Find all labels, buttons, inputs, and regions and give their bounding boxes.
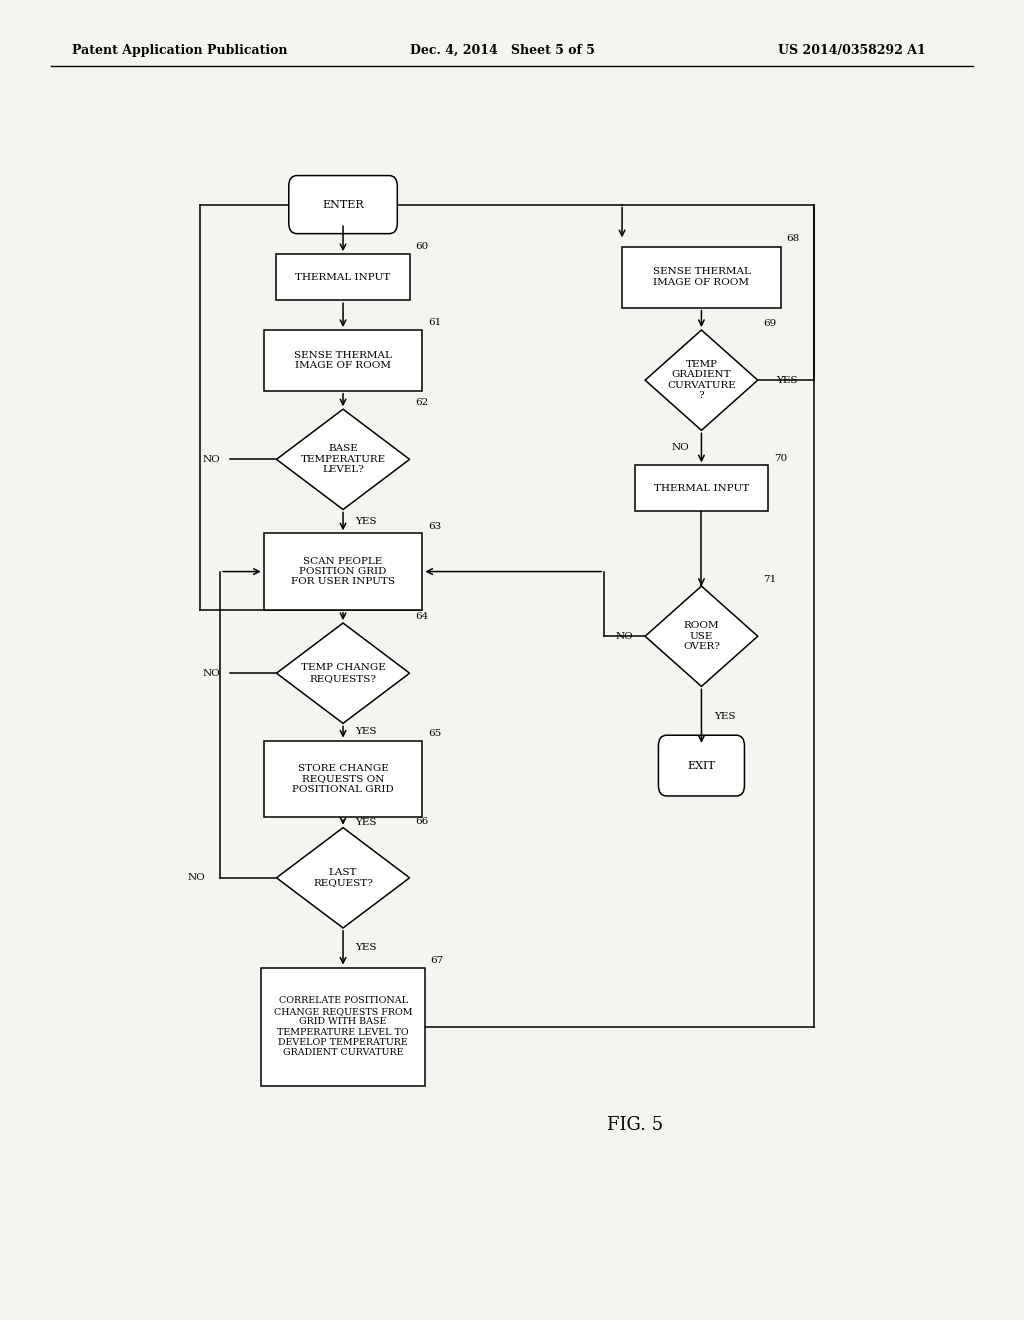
Text: 64: 64 xyxy=(416,612,428,620)
Text: NO: NO xyxy=(615,632,633,640)
Polygon shape xyxy=(645,330,758,430)
Polygon shape xyxy=(645,586,758,686)
Text: 62: 62 xyxy=(416,399,428,407)
Text: BASE
TEMPERATURE
LEVEL?: BASE TEMPERATURE LEVEL? xyxy=(300,445,386,474)
Text: EXIT: EXIT xyxy=(687,760,716,771)
FancyBboxPatch shape xyxy=(289,176,397,234)
FancyBboxPatch shape xyxy=(623,247,781,308)
Text: NO: NO xyxy=(672,444,689,453)
FancyBboxPatch shape xyxy=(264,330,422,391)
Text: 65: 65 xyxy=(428,730,441,738)
Text: STORE CHANGE
REQUESTS ON
POSITIONAL GRID: STORE CHANGE REQUESTS ON POSITIONAL GRID xyxy=(292,764,394,793)
Text: YES: YES xyxy=(776,376,798,384)
Text: SENSE THERMAL
IMAGE OF ROOM: SENSE THERMAL IMAGE OF ROOM xyxy=(294,351,392,370)
Text: 70: 70 xyxy=(774,454,786,463)
Text: 69: 69 xyxy=(764,319,776,327)
Text: 60: 60 xyxy=(416,242,428,251)
Text: SENSE THERMAL
IMAGE OF ROOM: SENSE THERMAL IMAGE OF ROOM xyxy=(652,268,751,286)
FancyBboxPatch shape xyxy=(264,741,422,817)
Text: YES: YES xyxy=(714,711,735,721)
FancyBboxPatch shape xyxy=(276,253,410,300)
Polygon shape xyxy=(276,409,410,510)
Text: TEMP CHANGE
REQUESTS?: TEMP CHANGE REQUESTS? xyxy=(301,664,385,682)
Text: TEMP
GRADIENT
CURVATURE
?: TEMP GRADIENT CURVATURE ? xyxy=(667,360,736,400)
Text: Patent Application Publication: Patent Application Publication xyxy=(72,44,287,57)
FancyBboxPatch shape xyxy=(658,735,744,796)
Text: SCAN PEOPLE
POSITION GRID
FOR USER INPUTS: SCAN PEOPLE POSITION GRID FOR USER INPUT… xyxy=(291,557,395,586)
Text: THERMAL INPUT: THERMAL INPUT xyxy=(295,273,391,281)
Text: ENTER: ENTER xyxy=(323,199,364,210)
Text: US 2014/0358292 A1: US 2014/0358292 A1 xyxy=(778,44,926,57)
Text: YES: YES xyxy=(355,944,377,952)
Text: ROOM
USE
OVER?: ROOM USE OVER? xyxy=(683,622,720,651)
Text: YES: YES xyxy=(355,727,377,737)
Text: 63: 63 xyxy=(428,523,441,531)
FancyBboxPatch shape xyxy=(635,465,768,511)
Text: YES: YES xyxy=(355,517,377,525)
Text: NO: NO xyxy=(203,455,220,463)
Text: Dec. 4, 2014   Sheet 5 of 5: Dec. 4, 2014 Sheet 5 of 5 xyxy=(410,44,595,57)
Text: CORRELATE POSITIONAL
CHANGE REQUESTS FROM
GRID WITH BASE
TEMPERATURE LEVEL TO
DE: CORRELATE POSITIONAL CHANGE REQUESTS FRO… xyxy=(273,997,413,1057)
Text: 66: 66 xyxy=(416,817,428,825)
Text: 71: 71 xyxy=(764,576,776,583)
Text: THERMAL INPUT: THERMAL INPUT xyxy=(653,484,750,492)
Text: NO: NO xyxy=(187,874,205,882)
Polygon shape xyxy=(276,623,410,723)
FancyBboxPatch shape xyxy=(261,968,425,1086)
Text: FIG. 5: FIG. 5 xyxy=(607,1115,663,1134)
Text: 67: 67 xyxy=(431,957,443,965)
Text: NO: NO xyxy=(203,669,220,677)
Text: LAST
REQUEST?: LAST REQUEST? xyxy=(313,869,373,887)
Text: YES: YES xyxy=(355,818,377,826)
Polygon shape xyxy=(276,828,410,928)
Text: 61: 61 xyxy=(428,318,441,326)
Text: 68: 68 xyxy=(786,235,800,243)
FancyBboxPatch shape xyxy=(264,533,422,610)
